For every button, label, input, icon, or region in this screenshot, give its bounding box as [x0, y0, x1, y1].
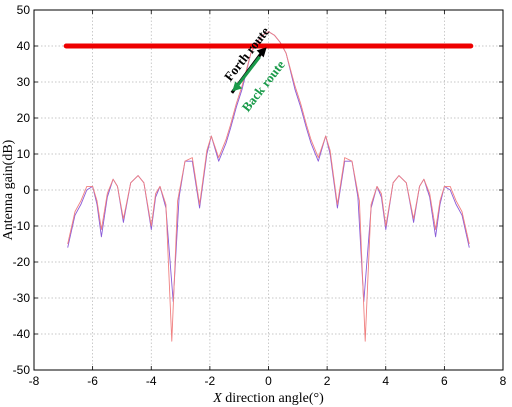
y-tick-label: 10 [17, 147, 31, 161]
gain-line-2 [67, 31, 470, 342]
x-tick-label: 4 [382, 374, 389, 388]
x-axis-label-var: X [212, 391, 222, 406]
x-tick-label: -2 [205, 374, 216, 388]
back-route-arrow [232, 55, 261, 92]
y-tick-label: -40 [13, 327, 31, 341]
y-tick-label: -50 [13, 363, 31, 377]
x-tick-label: 0 [265, 374, 272, 388]
forth-arrow-head [256, 47, 267, 58]
x-axis-label-rest: direction angle(°) [222, 391, 324, 406]
x-tick-label: -4 [146, 374, 157, 388]
y-tick-label: 20 [17, 111, 31, 125]
grid-lines [33, 9, 504, 371]
y-tick-label: 30 [17, 75, 31, 89]
x-tick-label: -8 [29, 374, 40, 388]
y-tick-label: 0 [23, 183, 30, 197]
y-tick-label: 50 [17, 3, 31, 17]
x-tick-label: 8 [500, 374, 507, 388]
y-axis-label: Antenna gain(dB) [1, 139, 16, 240]
y-tick-label: -30 [13, 291, 31, 305]
x-tick-labels: -8 -6 -4 -2 0 2 4 6 8 [29, 374, 507, 388]
y-tick-label: -20 [13, 255, 31, 269]
x-tick-label: 6 [441, 374, 448, 388]
back-arrow-head [232, 81, 243, 92]
x-tick-label: -6 [87, 374, 98, 388]
x-axis-label: X direction angle(°) [212, 391, 324, 406]
x-tick-label: 2 [324, 374, 331, 388]
y-tick-labels: -50 -40 -30 -20 -10 0 10 20 30 40 50 [13, 3, 31, 377]
y-tick-label: -10 [13, 219, 31, 233]
y-tick-label: 40 [17, 39, 31, 53]
series-layer [63, 31, 474, 342]
back-arrow-shaft [235, 55, 261, 89]
tick-marks [33, 9, 504, 371]
